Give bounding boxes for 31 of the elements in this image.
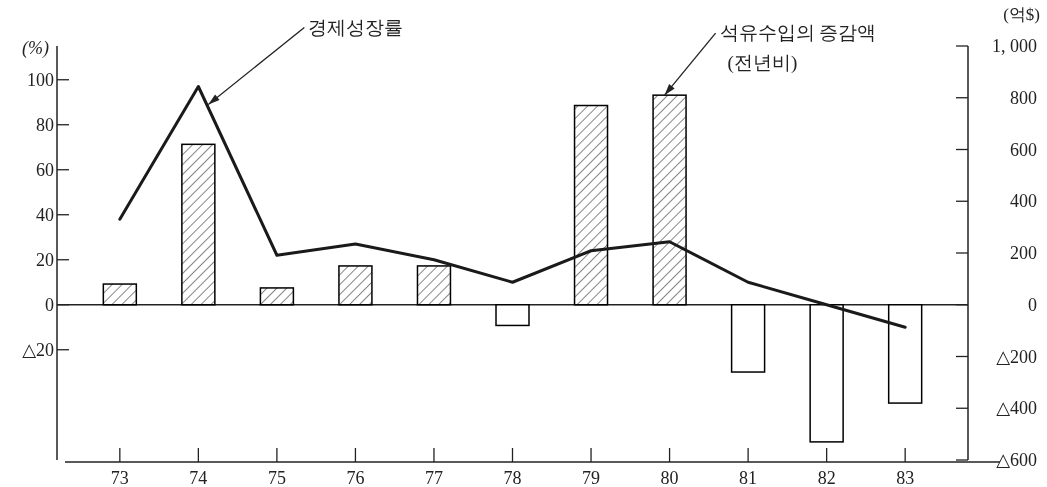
y2-tick-label: 400 bbox=[1010, 191, 1037, 212]
x-tick-label: 81 bbox=[739, 468, 758, 487]
x-tick-label: 78 bbox=[503, 468, 522, 487]
x-tick-label: 80 bbox=[660, 468, 679, 487]
y2-tick-label: △200 bbox=[996, 346, 1037, 367]
y2-axis-title: (억$) bbox=[1003, 5, 1040, 24]
y-tick-label: 60 bbox=[36, 159, 54, 180]
y-tick-label: 20 bbox=[36, 249, 54, 270]
text: 석유수입의 증감액 (전년비) bbox=[719, 22, 877, 75]
y2-tick-label: 200 bbox=[1010, 243, 1037, 263]
x-tick-label: 74 bbox=[189, 468, 208, 487]
y2-tick-label: 0 bbox=[1028, 294, 1037, 315]
y2-tick-label: 1, 000 bbox=[992, 36, 1037, 56]
x-tick-label: 73 bbox=[110, 468, 129, 487]
x-tick-label: 82 bbox=[817, 468, 836, 487]
y-tick-label: 80 bbox=[36, 114, 54, 135]
y-tick-label: 40 bbox=[36, 204, 54, 225]
x-tick-label: 79 bbox=[582, 468, 601, 487]
y2-tick-label: △600 bbox=[996, 450, 1037, 470]
y-tick-label: △20 bbox=[22, 339, 54, 360]
y-axis-title: (%) bbox=[22, 38, 49, 59]
y2-tick-label: △400 bbox=[996, 398, 1037, 419]
y-tick-label: 100 bbox=[27, 69, 54, 90]
x-tick-label: 75 bbox=[267, 468, 286, 487]
y-tick-label: 0 bbox=[45, 294, 54, 315]
x-tick-label: 83 bbox=[896, 468, 915, 487]
text: 경제성장률 bbox=[308, 16, 404, 38]
x-tick-label: 76 bbox=[346, 468, 365, 487]
y2-tick-label: 600 bbox=[1010, 139, 1037, 160]
y2-tick-label: 800 bbox=[1010, 87, 1037, 108]
x-tick-label: 77 bbox=[424, 468, 443, 487]
